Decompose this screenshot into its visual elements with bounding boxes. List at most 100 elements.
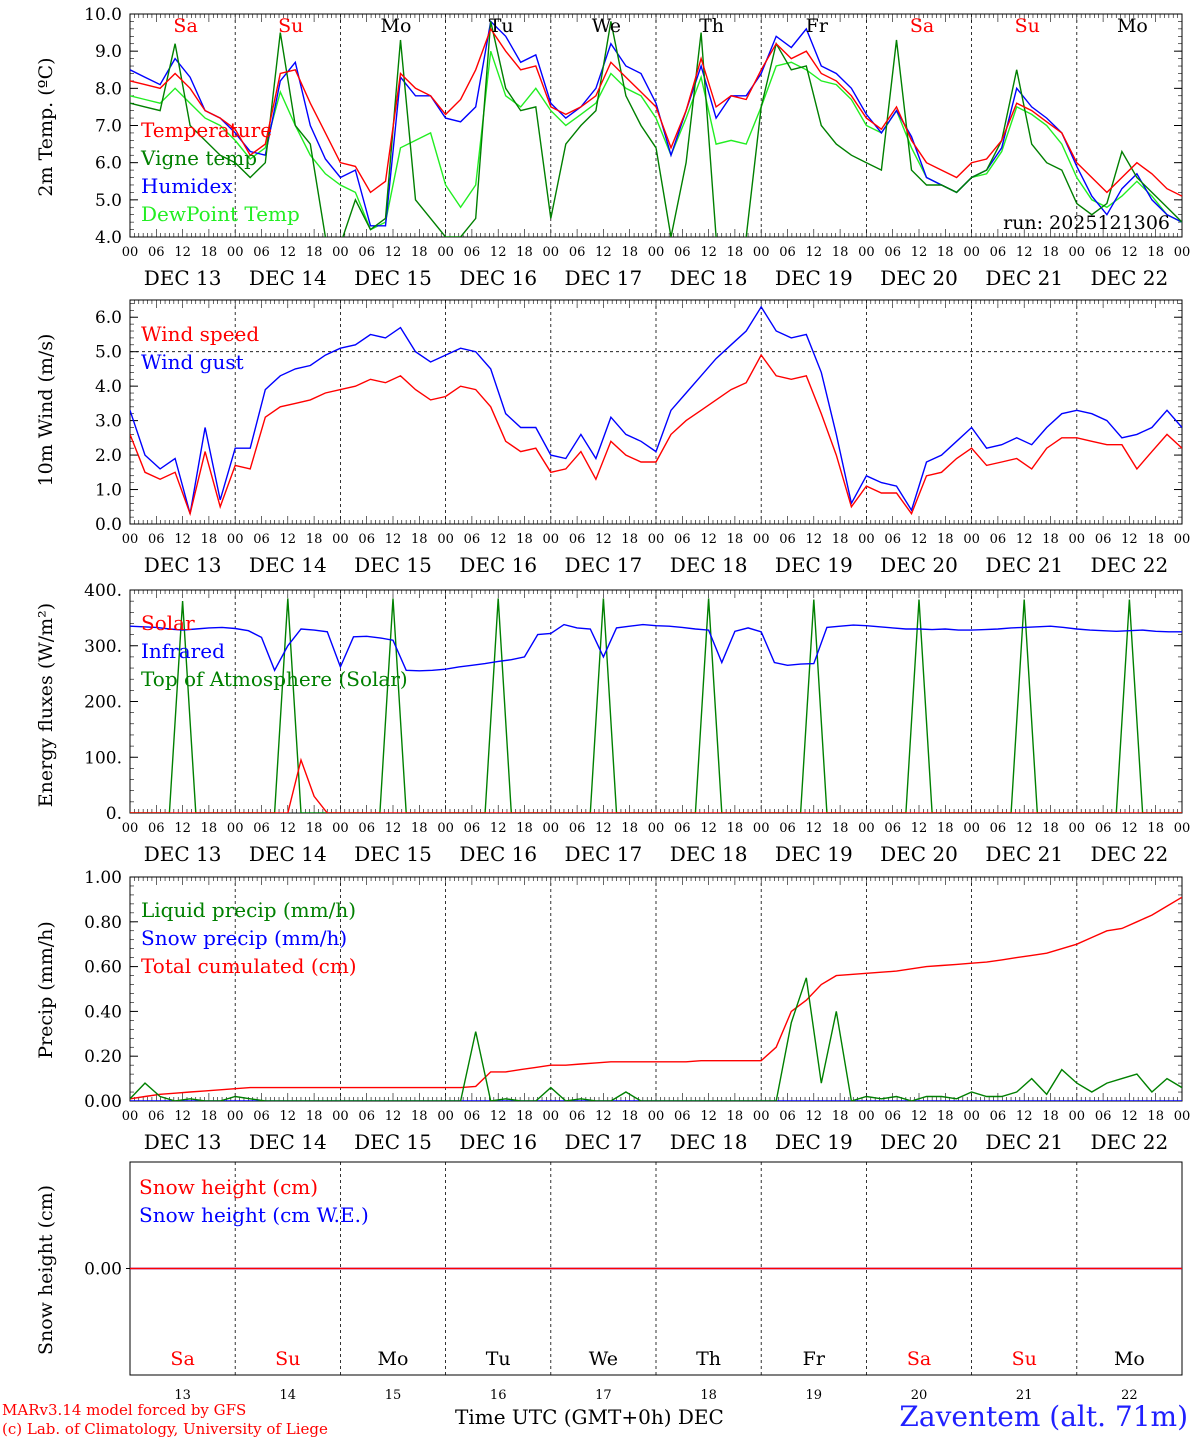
hour-label: 18: [1042, 1109, 1059, 1124]
hour-label: 18: [621, 1109, 638, 1124]
hour-label: 00: [858, 821, 875, 836]
hour-label: 06: [884, 245, 901, 260]
date-label: DEC 21: [985, 1130, 1063, 1154]
hour-label: 00: [122, 245, 139, 260]
date-label: DEC 14: [249, 266, 327, 290]
hour-label: 06: [148, 1109, 165, 1124]
date-label: DEC 19: [775, 842, 853, 866]
series-wind-gust: [130, 305, 1182, 514]
hour-label: 12: [490, 821, 507, 836]
footer-model-text: MARv3.14 model forced by GFS: [2, 1401, 247, 1419]
hour-label: 00: [753, 821, 770, 836]
hour-label: 18: [937, 1109, 954, 1124]
weekday-label-bottom: Sa: [170, 1348, 194, 1370]
hour-label: 06: [464, 245, 481, 260]
weekday-label-top: Mo: [381, 15, 412, 37]
hour-label: 12: [1121, 245, 1138, 260]
hour-label: 18: [201, 532, 218, 547]
hour-label: 18: [306, 1109, 323, 1124]
hour-label: 12: [1121, 821, 1138, 836]
date-label: DEC 13: [144, 842, 222, 866]
y-tick-label: 5.0: [95, 343, 122, 363]
weekday-label-top: Th: [699, 15, 724, 37]
hour-label: 18: [411, 532, 428, 547]
hour-label: 18: [1042, 532, 1059, 547]
series-dewpoint-temp: [130, 50, 1182, 231]
y-tick-label: 400.: [84, 581, 122, 601]
hour-label: 18: [832, 245, 849, 260]
y-tick-label: 4.0: [95, 228, 122, 248]
date-label: DEC 21: [985, 553, 1063, 577]
hour-label: 00: [332, 532, 349, 547]
hour-label: 06: [1095, 532, 1112, 547]
hour-label: 18: [306, 821, 323, 836]
weekday-label-bottom: Su: [1012, 1348, 1037, 1370]
hour-label: 18: [411, 821, 428, 836]
hour-label: 18: [411, 245, 428, 260]
hour-label: 06: [253, 532, 270, 547]
date-label: DEC 17: [565, 842, 643, 866]
hour-label: 00: [648, 1109, 665, 1124]
hour-label: 18: [832, 532, 849, 547]
hour-label: 06: [358, 1109, 375, 1124]
hour-label: 18: [516, 821, 533, 836]
hour-label: 12: [911, 532, 928, 547]
hour-label: 12: [595, 532, 612, 547]
hour-label: 06: [464, 821, 481, 836]
y-axis-title: Snow height (cm): [35, 1185, 57, 1355]
hour-label: 00: [543, 532, 560, 547]
hour-label: 06: [990, 1109, 1007, 1124]
date-label: DEC 17: [565, 266, 643, 290]
hour-label: 00: [437, 532, 454, 547]
hour-label: 00: [858, 1109, 875, 1124]
weekday-label-bottom: Sa: [907, 1348, 931, 1370]
hour-label: 18: [201, 821, 218, 836]
hour-label: 18: [727, 1109, 744, 1124]
y-tick-label: 9.0: [95, 42, 122, 62]
hour-label: 00: [437, 245, 454, 260]
date-label: DEC 15: [354, 842, 432, 866]
hour-label: 00: [332, 245, 349, 260]
hour-label: 12: [911, 245, 928, 260]
hour-label: 00: [543, 1109, 560, 1124]
day-number-label: 15: [385, 1388, 402, 1403]
y-axis-title: 10m Wind (m/s): [35, 334, 57, 487]
date-label: DEC 14: [249, 1130, 327, 1154]
y-tick-label: 0.80: [84, 913, 122, 933]
date-label: DEC 21: [985, 266, 1063, 290]
hour-label: 12: [490, 1109, 507, 1124]
hour-label: 12: [595, 821, 612, 836]
y-tick-label: 8.0: [95, 79, 122, 99]
day-number-label: 22: [1121, 1388, 1138, 1403]
legend-entry: Liquid precip (mm/h): [141, 898, 356, 922]
hour-label: 12: [385, 532, 402, 547]
hour-label: 00: [963, 821, 980, 836]
hour-label: 06: [464, 1109, 481, 1124]
series-wind-speed: [130, 353, 1182, 517]
station-name: Zaventem (alt. 71m): [899, 1400, 1188, 1433]
hour-label: 12: [490, 245, 507, 260]
weekday-label-top: Fr: [806, 15, 829, 37]
legend-entry: Humidex: [141, 174, 233, 198]
weekday-label-bottom: We: [589, 1348, 618, 1370]
hour-label: 06: [253, 821, 270, 836]
hour-label: 00: [437, 821, 454, 836]
date-label: DEC 19: [775, 1130, 853, 1154]
hour-label: 12: [911, 1109, 928, 1124]
series-vigne-temp: [130, 21, 1182, 237]
hour-label: 12: [806, 245, 823, 260]
y-tick-label: 0.00: [84, 1260, 122, 1280]
hour-label: 00: [227, 245, 244, 260]
hour-label: 12: [1121, 532, 1138, 547]
hour-label: 12: [1016, 245, 1033, 260]
hour-label: 18: [306, 245, 323, 260]
footer-copyright-text: (c) Lab. of Climatology, University of L…: [2, 1420, 328, 1438]
date-label: DEC 18: [670, 842, 748, 866]
day-number-label: 21: [1016, 1388, 1033, 1403]
hour-label: 06: [779, 532, 796, 547]
hour-label: 18: [201, 1109, 218, 1124]
hour-label: 06: [990, 245, 1007, 260]
hour-label: 06: [148, 532, 165, 547]
hour-label: 06: [779, 245, 796, 260]
